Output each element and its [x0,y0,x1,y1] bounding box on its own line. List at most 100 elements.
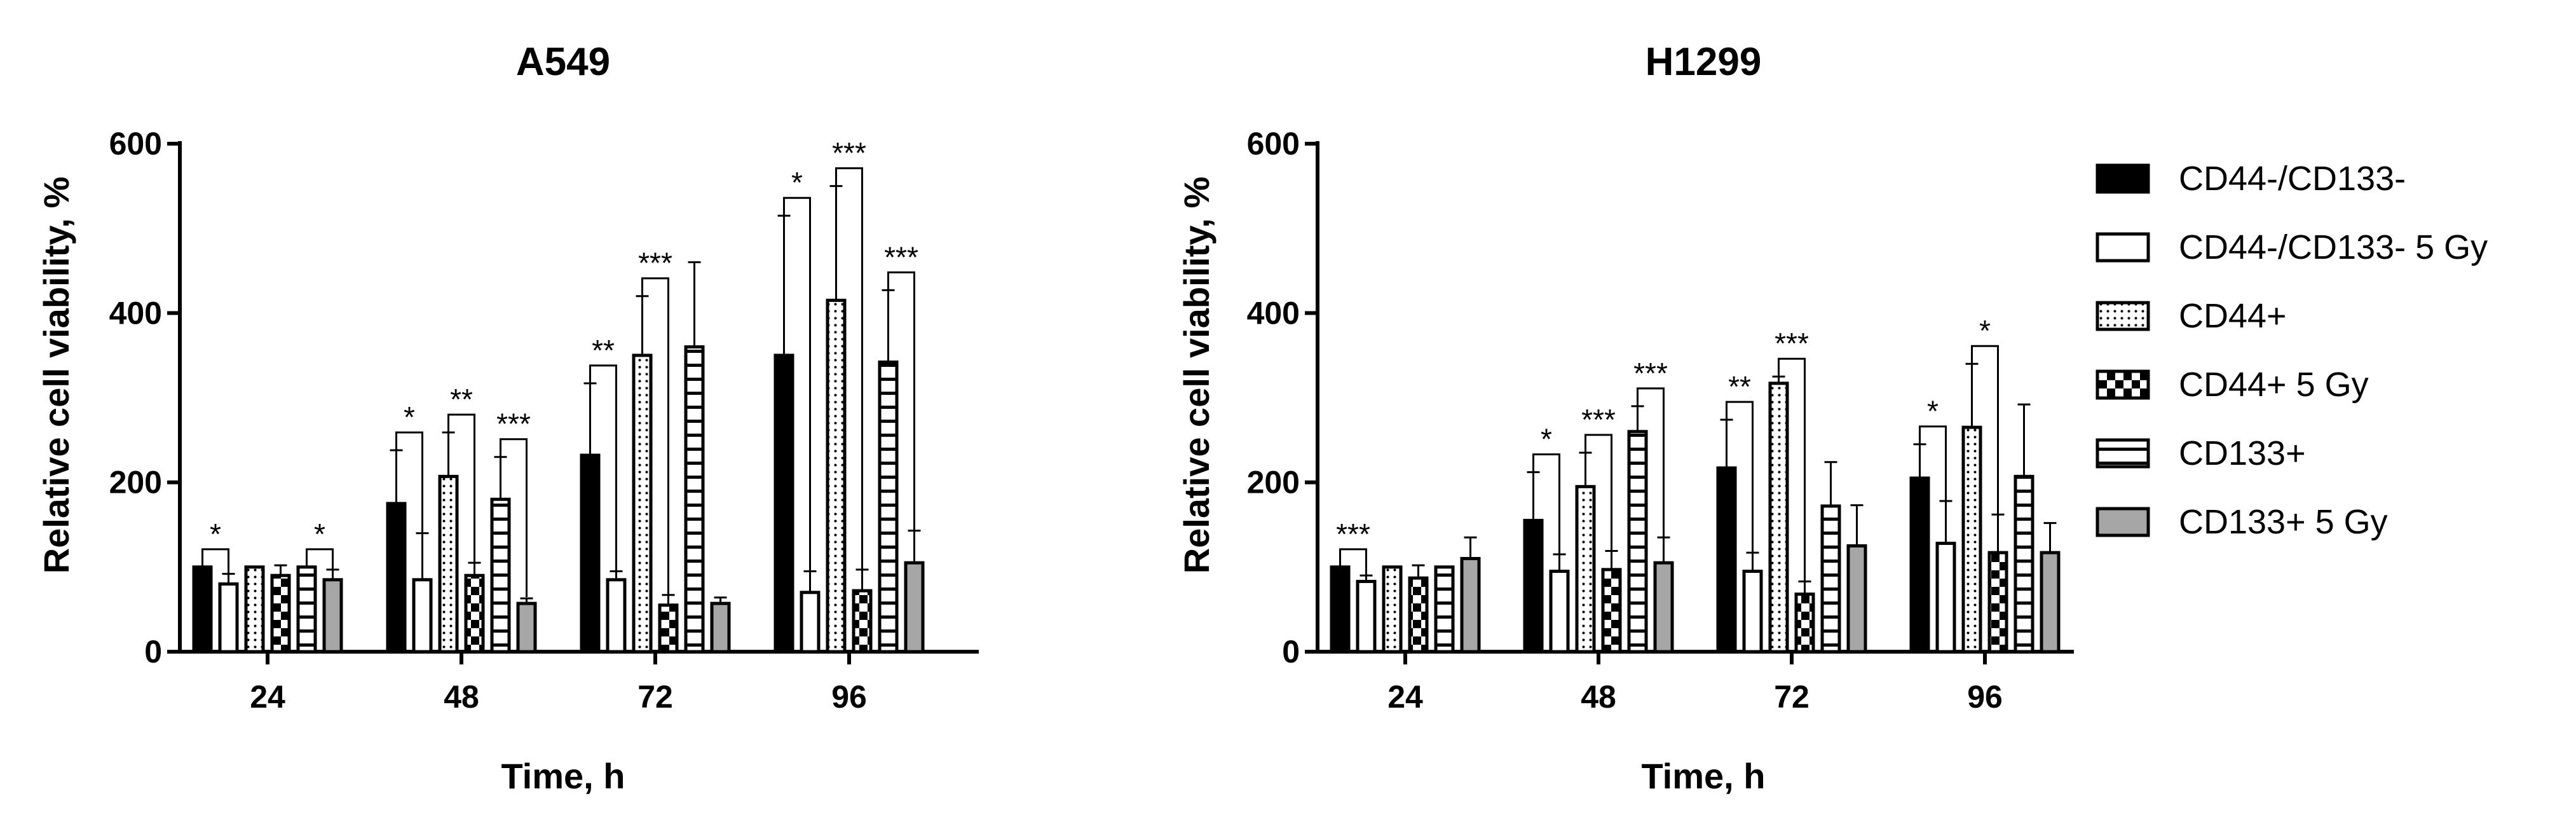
legend-label: CD44+ 5 Gy [2179,366,2369,404]
significance-label: * [1927,395,1939,428]
y-tick-label: 400 [109,295,162,331]
significance-label: *** [638,247,672,280]
bar [516,601,537,654]
bar [192,565,213,654]
bar [1716,466,1737,654]
significance-bracket [500,438,528,598]
bar [270,573,291,654]
x-tick-label: 72 [1774,679,1809,715]
bar [800,591,821,654]
x-tick-label: 48 [444,679,479,715]
legend-swatch [2096,438,2150,469]
significance-bracket [1339,548,1367,575]
legend-item: CD133+ 5 Gy [2096,503,2388,541]
bar [296,565,317,654]
significance-label: * [210,518,221,551]
bar [878,361,899,654]
bar [1627,430,1648,654]
y-tick-label: 400 [1247,295,1300,331]
y-axis-label: Relative cell viability, % [36,177,76,574]
y-tick-label: 200 [109,465,162,500]
x-axis-label: Time, h [501,756,625,796]
significance-bracket [1637,387,1665,557]
chart-title: A549 [516,40,610,84]
significance-label: *** [1581,403,1616,436]
legend-item: CD44+ [2096,297,2287,335]
bar [218,582,239,654]
legend-item: CD44-/CD133- 5 Gy [2096,228,2488,266]
significance-label: *** [1775,327,1809,360]
x-tick-label: 72 [637,679,673,715]
bar [412,578,433,654]
legend-item: CD133+ [2096,434,2306,472]
bar [1768,381,1789,654]
chart-title: H1299 [1646,40,1762,84]
bar [1601,568,1622,654]
bar [1742,569,1763,654]
bar [904,561,925,654]
bar [1820,504,1841,654]
bar [1382,565,1403,654]
significance-bracket [887,271,915,557]
significance-label: * [1979,314,1991,347]
y-axis-label: Relative cell viability, % [1176,177,1216,574]
legend-swatch [2096,507,2150,537]
bar [1523,519,1544,654]
bar [1330,565,1351,654]
significance-bracket [783,196,811,586]
bar [1460,557,1481,654]
legend: CD44-/CD133- CD44-/CD133- 5 Gy CD44+ CD4… [2096,160,2488,541]
significance-bracket [395,431,423,573]
bar [1653,561,1674,654]
bar [1909,476,1930,654]
bar [773,354,794,654]
bar [1935,542,1956,654]
bar [2040,551,2061,654]
significance-bracket [1971,345,1999,547]
bar [438,474,459,654]
x-tick-label: 48 [1581,679,1616,715]
chart-panel-a549: A549 Relative cell viability, % Time, h … [36,40,979,796]
significance-label: *** [884,240,918,273]
x-axis-label: Time, h [1641,756,1765,796]
bar [244,565,265,654]
legend-swatch [2096,369,2150,400]
x-tick-label: 96 [831,679,867,715]
legend-label: CD44-/CD133- [2179,160,2406,198]
bar [1961,425,1982,654]
legend-label: CD133+ 5 Gy [2179,503,2388,541]
bar [632,354,653,654]
legend-swatch [2096,232,2150,263]
bar [2014,474,2034,654]
legend-item: CD44+ 5 Gy [2096,366,2369,404]
significance-label: *** [832,137,866,170]
legend-label: CD44-/CD133- 5 Gy [2179,228,2488,266]
significance-label: ** [1728,370,1751,403]
bar [684,345,705,654]
bar [658,603,679,654]
bar [606,578,627,654]
significance-bracket [1778,357,1806,588]
significance-label: ** [450,383,473,416]
significance-bracket [1726,401,1754,565]
legend-item: CD44-/CD133- [2096,160,2406,198]
x-tick-label: 96 [1967,679,2003,715]
significance-label: ** [592,334,615,367]
bar [1434,565,1455,654]
significance-label: * [1541,423,1552,456]
significance-bracket [1584,434,1612,563]
legend-label: CD133+ [2179,434,2306,472]
bar [1356,579,1377,654]
legend-label: CD44+ [2179,297,2287,335]
bar [1575,484,1596,654]
y-tick-label: 600 [109,126,162,161]
significance-bracket [306,548,334,573]
bar [386,502,407,654]
significance-bracket [201,548,229,578]
legend-swatch [2096,163,2150,194]
bar [852,589,873,654]
chart-panel-h1299: H1299 Relative cell viability, % Time, h… [1176,40,2074,796]
